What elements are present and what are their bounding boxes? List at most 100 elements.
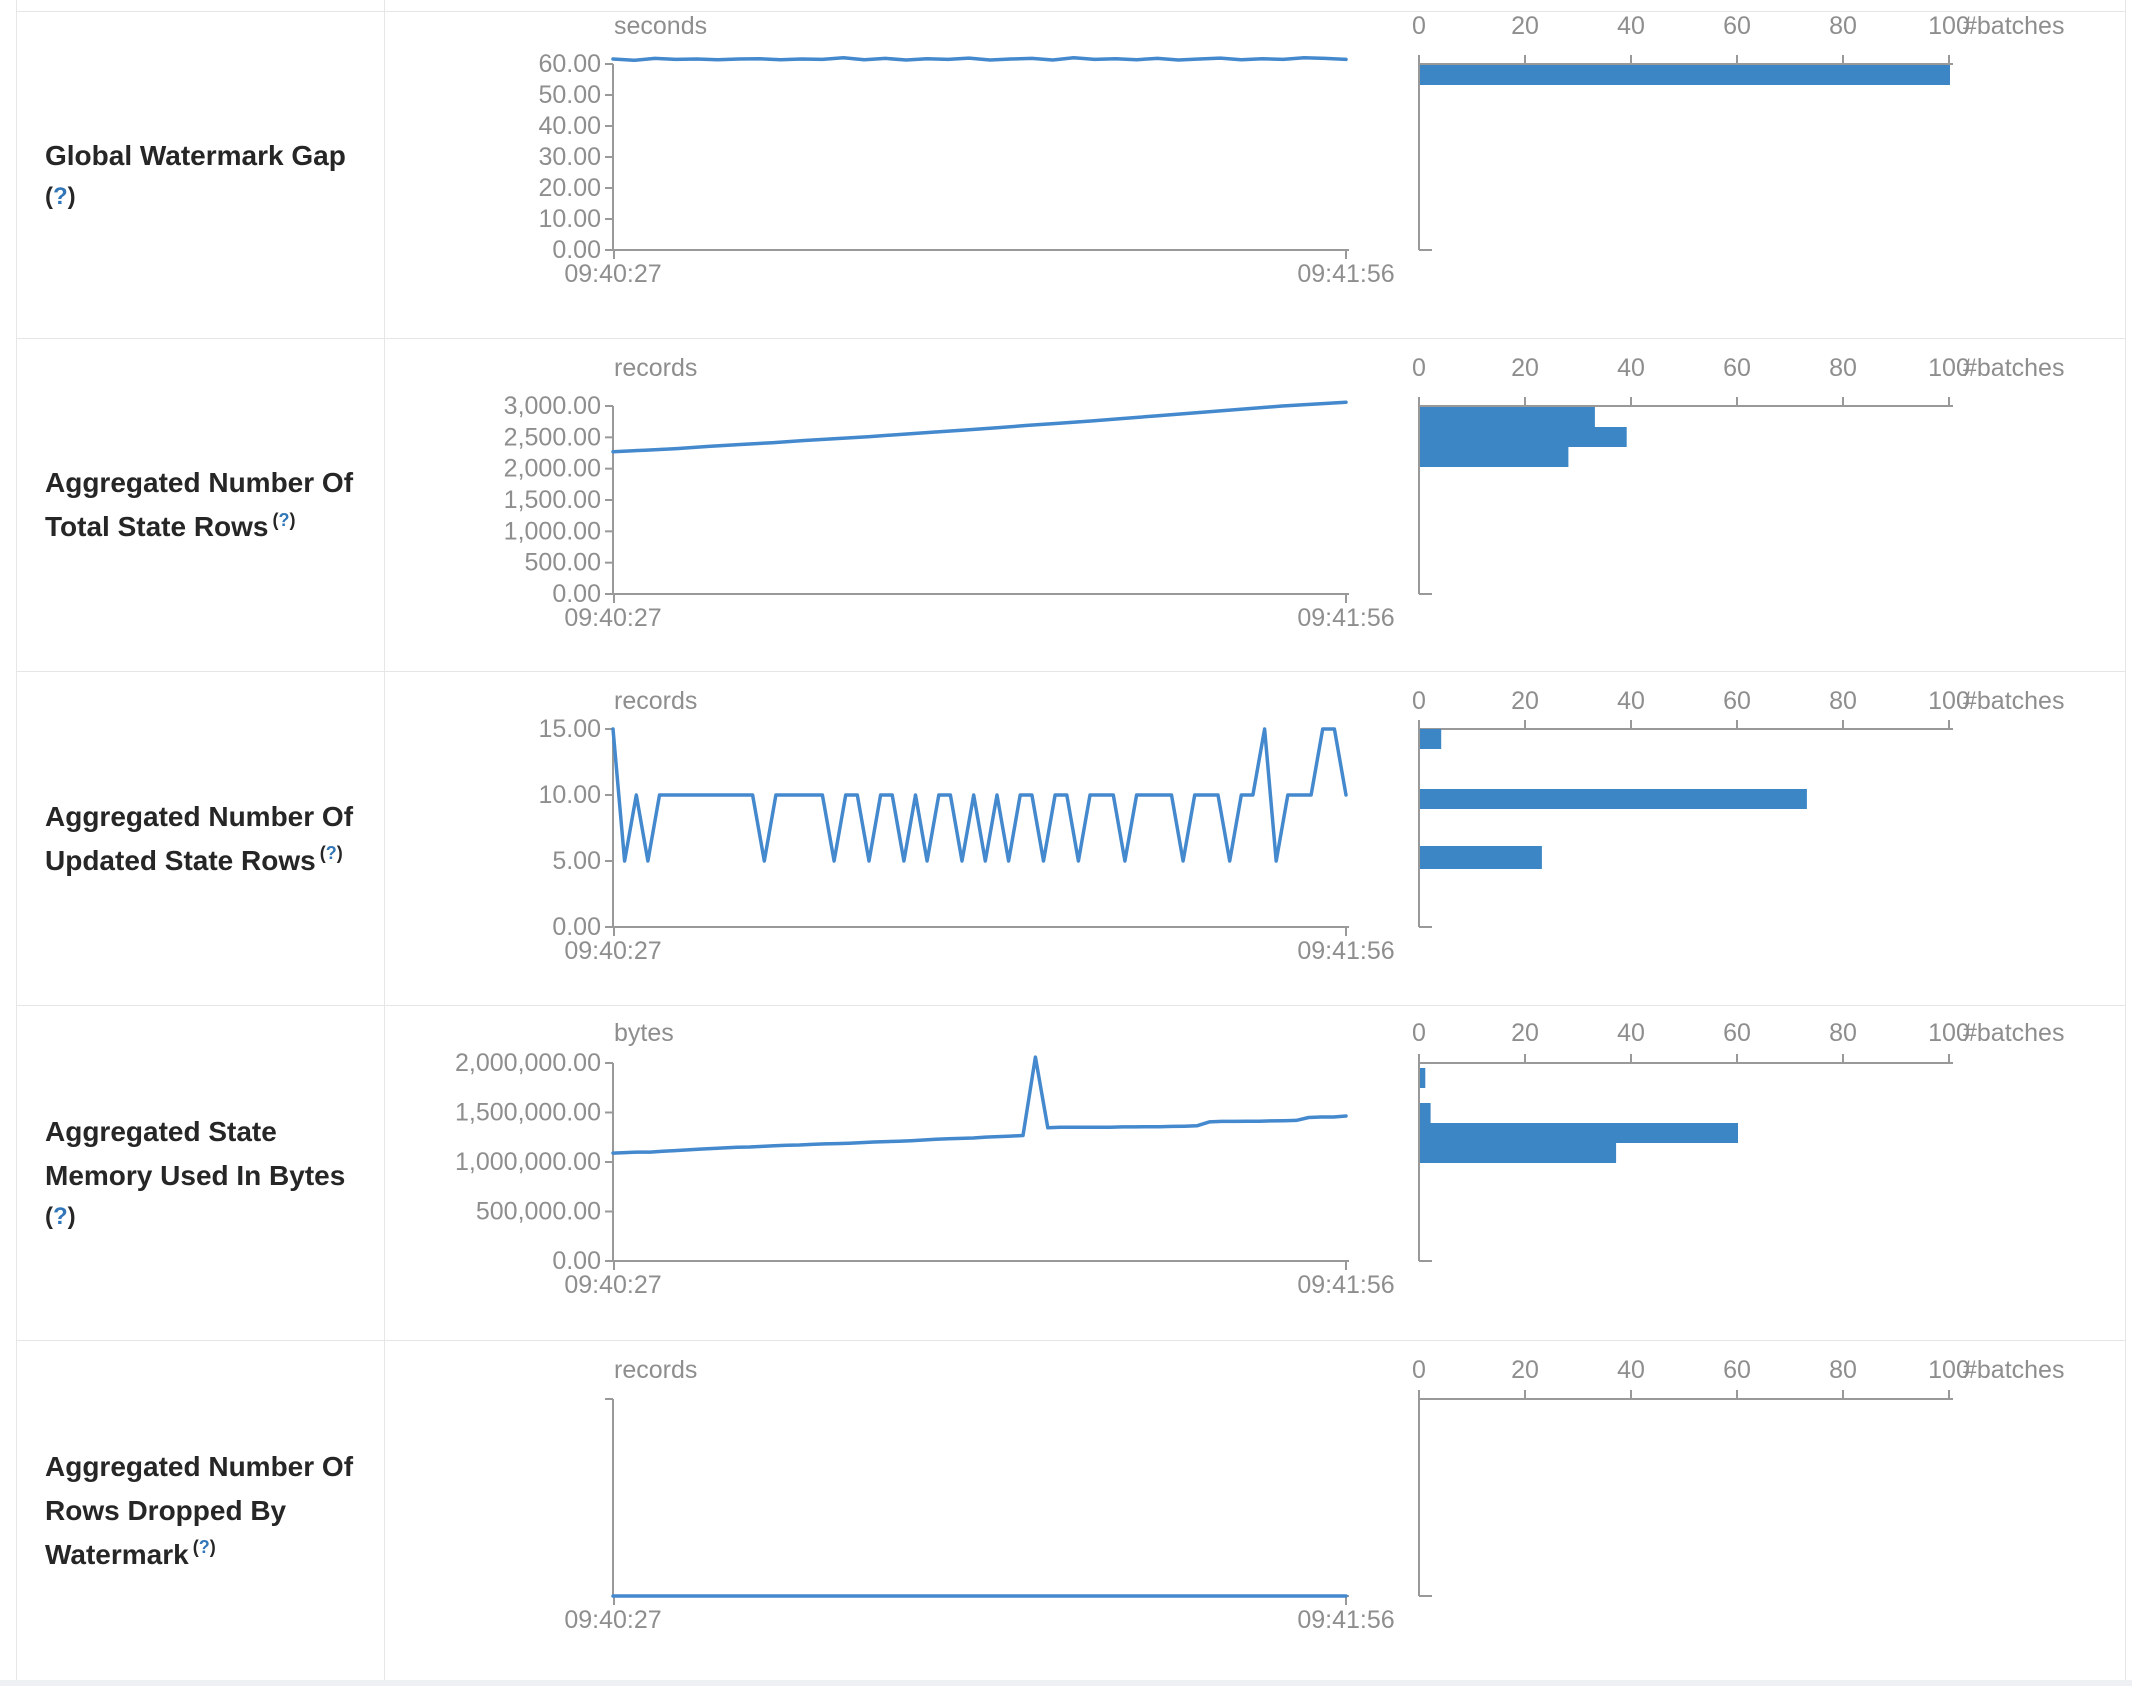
metric-timeline-line — [611, 400, 1348, 454]
histogram-chart: 0 20 40 60 80 100#batches — [1412, 687, 2064, 928]
charts-cell: records 15.00 10.00 5.00 0.00 09:40:27 09:41:5… — [385, 672, 2126, 1005]
hist-bar — [1420, 427, 1627, 447]
hist-tick-label: 80 — [1829, 1356, 1857, 1384]
metric-row-0: Global Watermark Gap (?) seconds 60.00 50.00… — [17, 11, 2125, 338]
metric-timeline-line — [611, 727, 1348, 863]
y-tick-label: 15.00 — [538, 715, 601, 743]
hist-bar — [1420, 65, 1950, 85]
metric-timeline-line — [611, 1055, 1348, 1155]
timeline-chart: seconds 60.00 50.00 40.00 30.00 20.00 10.00 0.0… — [538, 12, 1394, 288]
x-end-time-label: 09:41:56 — [1297, 1606, 1394, 1634]
hist-tick-label: 80 — [1829, 12, 1857, 40]
help-tooltip: (?) — [319, 843, 343, 864]
y-tick-label: 1,500,000.00 — [455, 1099, 601, 1127]
timeline-unit-label: records — [614, 687, 697, 715]
metric-row-2: Aggregated Number Of Updated State Rows (?… — [17, 671, 2125, 1005]
charts-cell: seconds 60.00 50.00 40.00 30.00 20.00 10.00 0.0… — [385, 12, 2126, 338]
metric-row-3: Aggregated State Memory Used In Bytes (?) b… — [17, 1005, 2125, 1340]
hist-tick-label: 0 — [1412, 1019, 1426, 1047]
hist-bar — [1420, 1123, 1738, 1143]
charts-cell: records 3,000.00 2,500.00 2,000.00 1,500.00 1… — [385, 339, 2126, 671]
hist-tick-label: 40 — [1617, 12, 1645, 40]
hist-tick-label: 60 — [1723, 354, 1751, 382]
y-tick-label: 20.00 — [538, 174, 601, 202]
metric-label-cell: Aggregated State Memory Used In Bytes (?) — [17, 1006, 385, 1340]
y-tick-label: 3,000.00 — [504, 392, 601, 420]
histogram-chart: 0 20 40 60 80 100#batches — [1412, 12, 2064, 251]
hist-bar — [1420, 1103, 1431, 1123]
hist-unit-label: #batches — [1963, 12, 2064, 40]
metric-name: Aggregated Number Of Rows Dropped By Water… — [45, 1450, 354, 1570]
hist-bar — [1420, 407, 1595, 427]
metric-name: Aggregated Number Of Updated State Rows (?… — [45, 800, 354, 876]
metric-label-cell: Aggregated Number Of Rows Dropped By Water… — [17, 1341, 385, 1680]
hist-tick-label: 100 — [1928, 687, 1970, 715]
help-tooltip: (?) — [192, 1537, 216, 1558]
hist-tick-label: 60 — [1723, 12, 1751, 40]
hist-bar — [1420, 729, 1442, 749]
hist-tick-label: 40 — [1617, 687, 1645, 715]
hist-tick-label: 100 — [1928, 354, 1970, 382]
hist-tick-label: 60 — [1723, 1356, 1751, 1384]
help-link[interactable]: ? — [278, 509, 290, 530]
x-end-time-label: 09:41:56 — [1297, 1271, 1394, 1299]
help-link[interactable]: ? — [198, 1537, 210, 1558]
help-tooltip: (?) — [272, 509, 296, 530]
metric-name: Aggregated Number Of Total State Rows (?) — [45, 467, 354, 542]
histogram-chart: 0 20 40 60 80 100#batches — [1412, 1019, 2064, 1262]
hist-tick-label: 0 — [1412, 687, 1426, 715]
y-tick-label: 10.00 — [538, 205, 601, 233]
hist-tick-label: 80 — [1829, 687, 1857, 715]
hist-tick-label: 80 — [1829, 1019, 1857, 1047]
help-link[interactable]: ? — [53, 1203, 68, 1230]
hist-bar — [1420, 1143, 1617, 1163]
hist-tick-label: 100 — [1928, 1019, 1970, 1047]
hist-unit-label: #batches — [1963, 1356, 2064, 1384]
metric-name: Global Watermark Gap — [45, 140, 346, 171]
x-start-time-label: 09:40:27 — [564, 937, 661, 965]
hist-unit-label: #batches — [1963, 354, 2064, 382]
metric-label-cell: Global Watermark Gap (?) — [17, 12, 385, 338]
page-background-strip — [0, 1680, 2132, 1686]
charts-svg: seconds 60.00 50.00 40.00 30.00 20.00 10.00 0.0… — [538, 12, 2064, 288]
metric-timeline-line — [611, 56, 1348, 63]
charts-cell: bytes 2,000,000.00 1,500,000.00 1,000,000.0… — [385, 1006, 2126, 1340]
y-tick-label: 2,000,000.00 — [455, 1049, 601, 1077]
help-tooltip: (?) — [45, 1203, 76, 1230]
help-tooltip: (?) — [45, 183, 76, 210]
help-link[interactable]: ? — [325, 843, 337, 864]
x-start-time-label: 09:40:27 — [564, 260, 661, 288]
timeline-unit-label: records — [614, 1356, 697, 1384]
metric-row-1: Aggregated Number Of Total State Rows (?) r… — [17, 338, 2125, 671]
y-tick-label: 0.00 — [552, 913, 601, 941]
hist-tick-label: 40 — [1617, 1356, 1645, 1384]
hist-tick-label: 40 — [1617, 1019, 1645, 1047]
y-tick-label: 1,000,000.00 — [455, 1148, 601, 1176]
hist-tick-label: 20 — [1511, 1019, 1539, 1047]
timeline-unit-label: seconds — [614, 12, 707, 40]
x-end-time-label: 09:41:56 — [1297, 260, 1394, 288]
y-tick-label: 2,000.00 — [504, 455, 601, 483]
histogram-chart: 0 20 40 60 80 100#batches — [1412, 354, 2064, 595]
y-tick-label: 0.00 — [552, 1247, 601, 1275]
hist-bar — [1420, 1068, 1426, 1088]
metric-row-4: Aggregated Number Of Rows Dropped By Water… — [17, 1340, 2125, 1680]
previous-row-sliver — [0, 0, 2132, 11]
timeline-chart: records 09:40:27 09:41:56 — [564, 1356, 1394, 1634]
hist-unit-label: #batches — [1963, 1019, 2064, 1047]
metric-label-cell: Aggregated Number Of Updated State Rows (?… — [17, 672, 385, 1005]
y-tick-label: 1,000.00 — [504, 517, 601, 545]
x-start-time-label: 09:40:27 — [564, 1606, 661, 1634]
y-tick-label: 40.00 — [538, 112, 601, 140]
hist-tick-label: 100 — [1928, 1356, 1970, 1384]
charts-cell: records 09:40:27 09:41:56 0 20 40 60 80 100 #batc… — [385, 1341, 2126, 1680]
y-tick-label: 1,500.00 — [504, 486, 601, 514]
hist-bar — [1420, 447, 1569, 467]
x-start-time-label: 09:40:27 — [564, 1271, 661, 1299]
hist-tick-label: 20 — [1511, 1356, 1539, 1384]
hist-tick-label: 60 — [1723, 687, 1751, 715]
y-tick-label: 10.00 — [538, 781, 601, 809]
charts-svg: records 09:40:27 09:41:56 0 20 40 60 80 100#batc… — [564, 1356, 2064, 1634]
help-link[interactable]: ? — [53, 183, 68, 210]
